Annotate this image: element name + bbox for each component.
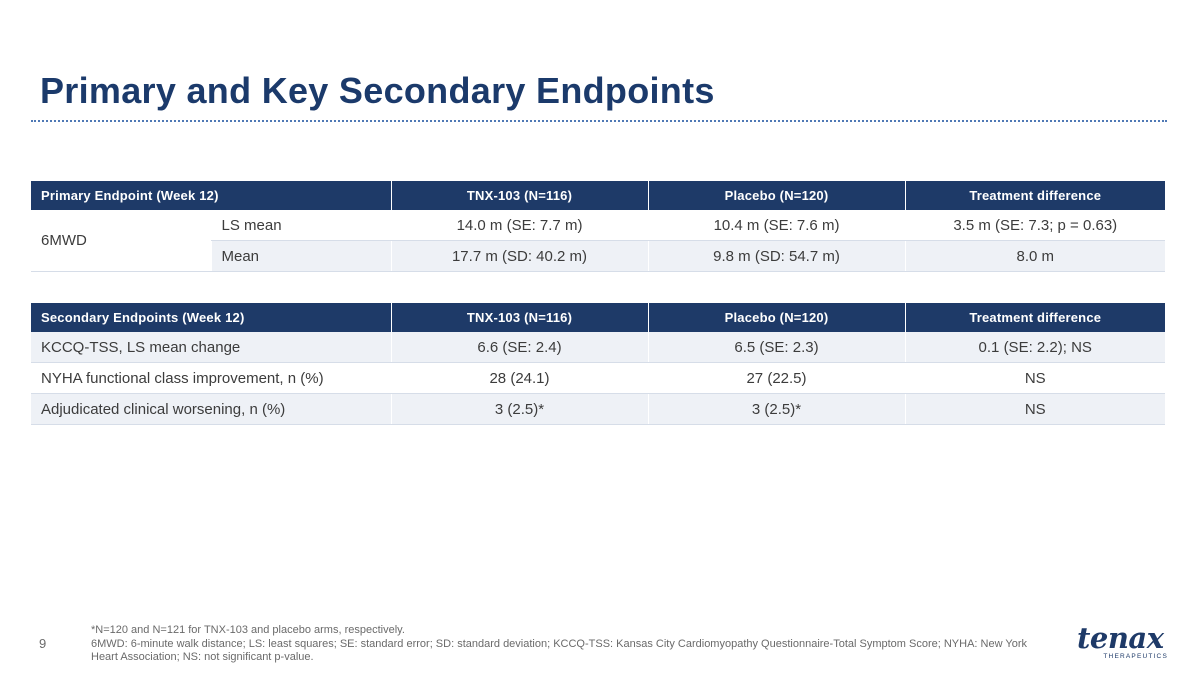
placebo-value-cell: 3 (2.5)* <box>647 393 905 425</box>
column-header-endpoint: Secondary Endpoints (Week 12) <box>31 303 391 332</box>
page-number: 9 <box>39 636 47 651</box>
endpoint-name-cell: Adjudicated clinical worsening, n (%) <box>31 393 391 425</box>
column-header-tnx: TNX-103 (N=116) <box>390 303 648 332</box>
table-row: NYHA functional class improvement, n (%)… <box>31 362 1165 394</box>
tenax-logo: tenax THERAPEUTICS <box>1077 622 1172 664</box>
tnx-value-cell: 28 (24.1) <box>390 362 648 394</box>
logo-wordmark: tenax <box>1077 621 1164 655</box>
placebo-value-cell: 6.5 (SE: 2.3) <box>647 332 905 363</box>
table-row: Mean 17.7 m (SD: 40.2 m) 9.8 m (SD: 54.7… <box>31 240 1165 272</box>
primary-endpoint-table: Primary Endpoint (Week 12) TNX-103 (N=11… <box>31 181 1165 272</box>
endpoint-name-cell: NYHA functional class improvement, n (%) <box>31 362 391 394</box>
measure-cell: Mean <box>210 240 391 272</box>
table-header-row: Secondary Endpoints (Week 12) TNX-103 (N… <box>31 303 1165 332</box>
placebo-value-cell: 10.4 m (SE: 7.6 m) <box>647 210 905 241</box>
column-header-placebo: Placebo (N=120) <box>647 303 905 332</box>
table-row: KCCQ-TSS, LS mean change 6.6 (SE: 2.4) 6… <box>31 332 1165 363</box>
tnx-value-cell: 6.6 (SE: 2.4) <box>390 332 648 363</box>
footnotes: *N=120 and N=121 for TNX-103 and placebo… <box>91 624 1046 665</box>
placebo-value-cell: 9.8 m (SD: 54.7 m) <box>647 240 905 272</box>
table-header-row: Primary Endpoint (Week 12) TNX-103 (N=11… <box>31 181 1165 210</box>
secondary-endpoints-table: Secondary Endpoints (Week 12) TNX-103 (N… <box>31 303 1165 425</box>
tnx-value-cell: 17.7 m (SD: 40.2 m) <box>390 240 648 272</box>
logo-subtitle: THERAPEUTICS <box>1103 653 1168 660</box>
table-row: Adjudicated clinical worsening, n (%) 3 … <box>31 393 1165 425</box>
tnx-value-cell: 3 (2.5)* <box>390 393 648 425</box>
column-header-endpoint: Primary Endpoint (Week 12) <box>31 181 391 210</box>
column-header-placebo: Placebo (N=120) <box>647 181 905 210</box>
slide-title: Primary and Key Secondary Endpoints <box>40 70 715 111</box>
endpoint-name-cell: KCCQ-TSS, LS mean change <box>31 332 391 363</box>
difference-value-cell: 3.5 m (SE: 7.3; p = 0.63) <box>904 210 1165 241</box>
placebo-value-cell: 27 (22.5) <box>647 362 905 394</box>
tnx-value-cell: 14.0 m (SE: 7.7 m) <box>390 210 648 241</box>
footnote-line: 6MWD: 6-minute walk distance; LS: least … <box>91 637 1027 664</box>
difference-value-cell: NS <box>904 393 1165 425</box>
measure-cell: LS mean <box>210 210 391 241</box>
footnote-line: *N=120 and N=121 for TNX-103 and placebo… <box>91 624 405 636</box>
column-header-difference: Treatment difference <box>904 303 1165 332</box>
title-divider <box>31 120 1167 122</box>
difference-value-cell: 8.0 m <box>904 240 1165 272</box>
endpoint-name-cell: 6MWD <box>31 210 211 272</box>
column-header-difference: Treatment difference <box>904 181 1165 210</box>
table-row: 6MWD LS mean 14.0 m (SE: 7.7 m) 10.4 m (… <box>31 210 1165 272</box>
difference-value-cell: 0.1 (SE: 2.2); NS <box>904 332 1165 363</box>
column-header-tnx: TNX-103 (N=116) <box>390 181 648 210</box>
difference-value-cell: NS <box>904 362 1165 394</box>
